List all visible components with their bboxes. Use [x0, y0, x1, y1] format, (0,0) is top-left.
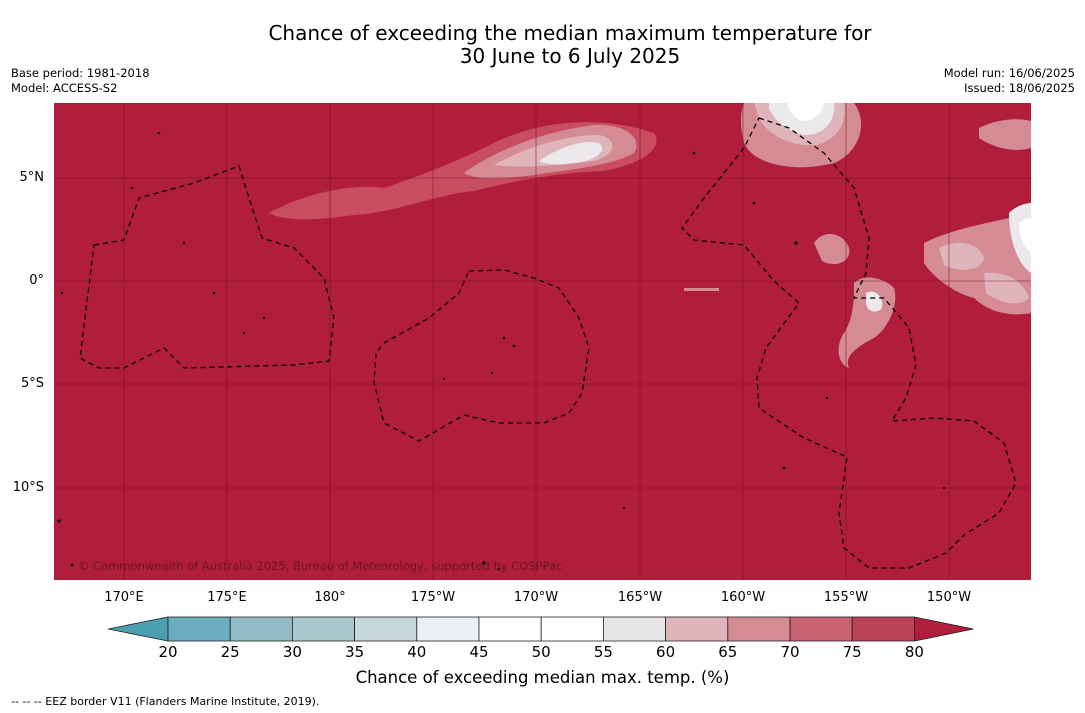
colorbar-segment: [665, 616, 729, 642]
colorbar: [108, 616, 974, 642]
map-canvas: [54, 103, 1031, 580]
forecast-map: [54, 103, 1031, 580]
lon-label-165w: 165°W: [617, 590, 663, 605]
colorbar-arrow-low: [108, 616, 169, 642]
colorbar-segment: [540, 616, 604, 642]
lon-label-170e: 170°E: [104, 590, 144, 605]
colorbar-segment: [167, 616, 231, 642]
model-run: Model run: 16/06/2025: [943, 66, 1075, 80]
lat-label-0: 0°: [29, 273, 44, 288]
eez-borders: [79, 117, 1017, 569]
base-period: Base period: 1981-2018: [11, 66, 150, 80]
colorbar-tick-label: 45: [469, 643, 489, 661]
meta-right: Model run: 16/06/2025 Issued: 18/06/2025: [944, 66, 1075, 96]
colorbar-tick-label: 25: [220, 643, 240, 661]
colorbar-segment: [478, 616, 542, 642]
colorbar-tick-label: 20: [158, 643, 178, 661]
probability-contours: [269, 103, 1031, 368]
colorbar-tick-label: 70: [780, 643, 800, 661]
issued-date: Issued: 18/06/2025: [964, 81, 1075, 95]
colorbar-tick-label: 60: [656, 643, 676, 661]
title-line-2: 30 June to 6 July 2025: [459, 44, 681, 68]
colorbar-segments: [108, 616, 974, 642]
lon-label-155w: 155°W: [823, 590, 869, 605]
colorbar-arrow-high: [914, 616, 974, 642]
lon-label-175w: 175°W: [410, 590, 456, 605]
colorbar-segment: [416, 616, 480, 642]
title-line-1: Chance of exceeding the median maximum t…: [268, 21, 872, 45]
islands: [57, 131, 946, 571]
graticule: [54, 103, 1031, 580]
lat-label-10s: 10°S: [12, 480, 44, 495]
lon-label-180: 180°: [314, 590, 346, 605]
lon-label-170w: 170°W: [513, 590, 559, 605]
colorbar-segment: [229, 616, 293, 642]
colorbar-segment: [602, 616, 666, 642]
lon-label-175e: 175°E: [207, 590, 247, 605]
lon-label-150w: 150°W: [926, 590, 972, 605]
colorbar-tick-label: 65: [718, 643, 738, 661]
colorbar-tick-label: 50: [531, 643, 551, 661]
copyright-notice: © Commonwealth of Australia 2025, Bureau…: [78, 559, 563, 573]
colorbar-segment: [291, 616, 355, 642]
colorbar-label: Chance of exceeding median max. temp. (%…: [355, 668, 730, 687]
colorbar-tick-label: 35: [345, 643, 365, 661]
colorbar-tick-label: 55: [593, 643, 613, 661]
colorbar-segment: [354, 616, 418, 642]
eez-footnote: -- -- -- EEZ border V11 (Flanders Marine…: [11, 695, 320, 708]
map-title: Chance of exceeding the median maximum t…: [0, 22, 1085, 68]
colorbar-segment: [727, 616, 791, 642]
colorbar-segment: [851, 616, 915, 642]
model-name: Model: ACCESS-S2: [11, 81, 118, 95]
lat-label-5s: 5°S: [20, 376, 44, 391]
colorbar-tick-label: 30: [282, 643, 302, 661]
colorbar-tick-label: 40: [407, 643, 427, 661]
colorbar-tick-label: 75: [842, 643, 862, 661]
colorbar-tick-label: 80: [904, 643, 924, 661]
lat-label-5n: 5°N: [19, 170, 45, 185]
lon-label-160w: 160°W: [720, 590, 766, 605]
colorbar-segment: [789, 616, 853, 642]
meta-left: Base period: 1981-2018 Model: ACCESS-S2: [11, 66, 150, 96]
